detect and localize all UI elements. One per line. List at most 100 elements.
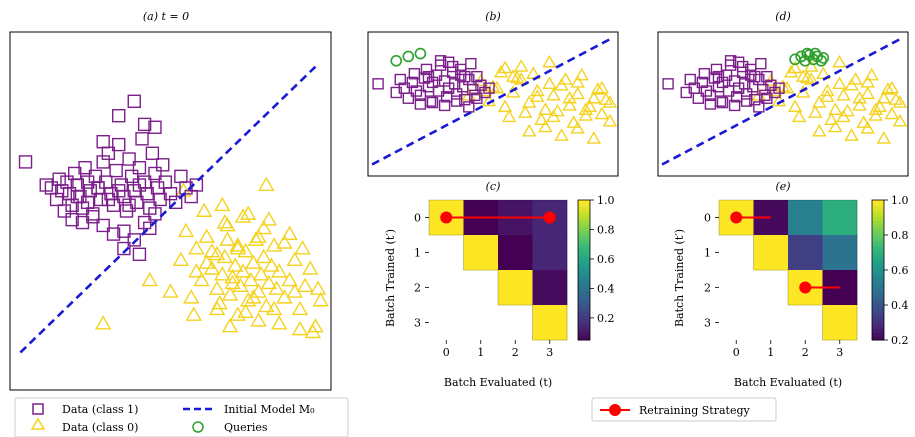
colorbar-segment: [872, 336, 884, 341]
query-point: [390, 54, 403, 67]
class0-point: [787, 99, 803, 113]
xlabel-c: Batch Evaluated (t): [444, 376, 552, 389]
class1-point: [117, 224, 131, 238]
class0-point: [501, 109, 517, 123]
class1-point: [18, 155, 33, 169]
class0-point: [570, 121, 585, 134]
legend-circle-marker: [192, 421, 204, 433]
class0-point: [188, 263, 205, 278]
class0-point: [594, 80, 610, 94]
colorbar-tick-label: 1.0: [597, 194, 615, 207]
class0-point: [141, 271, 158, 287]
class0-point: [783, 64, 799, 78]
class1-point: [465, 57, 477, 70]
y-tick-label: 0: [704, 212, 711, 225]
class0-point: [485, 79, 501, 92]
colorbar-segment: [872, 231, 884, 236]
heatmap-e: 0 1 2 3 0 1 2 3 0.2 0.4 0.6 0.8 1.0: [704, 194, 909, 359]
class0-point: [250, 283, 267, 298]
x-tick-label: 3: [546, 346, 553, 359]
class0-point: [852, 98, 867, 111]
colorbar-segment: [872, 308, 884, 313]
class1-point: [132, 247, 147, 262]
class1-point: [716, 96, 729, 109]
colorbar-segment: [578, 242, 590, 246]
colorbar-segment: [578, 287, 590, 292]
class1-point: [745, 63, 757, 76]
class0-point: [497, 60, 513, 74]
title-c: (c): [486, 180, 501, 193]
class1-point: [420, 63, 433, 76]
colorbar-segment: [578, 333, 590, 337]
colorbar-segment: [578, 245, 590, 250]
class1-point: [132, 160, 147, 175]
y-tick-label: 1: [704, 247, 711, 260]
class0-point: [312, 292, 329, 307]
class0-point: [884, 80, 900, 94]
legend-label-class0: Data (class 0): [62, 421, 138, 434]
class1-point: [712, 70, 725, 83]
class0-point: [518, 105, 533, 118]
class1-point: [434, 55, 447, 67]
class0-point: [884, 106, 900, 120]
class1-point: [106, 227, 121, 241]
decision-boundary-line: [661, 38, 901, 166]
query-point: [402, 50, 415, 63]
colorbar-segment: [872, 298, 884, 302]
heatmap-cell: [788, 200, 823, 236]
class0-point: [868, 102, 883, 115]
colorbar-segment: [872, 329, 884, 334]
colorbar-segment: [872, 238, 884, 243]
class0-point: [255, 219, 272, 235]
colorbar-segment: [872, 287, 884, 292]
colorbar-segment: [578, 319, 590, 323]
class1-point: [372, 78, 384, 90]
colorbar-segment: [578, 298, 590, 302]
class1-point: [704, 89, 717, 102]
colorbar-segment: [578, 308, 590, 313]
class0-point: [538, 119, 553, 133]
heatmap-cell: [463, 235, 499, 271]
colorbar-segment: [578, 301, 590, 306]
y-tick-label: 3: [414, 317, 421, 330]
class0-point: [237, 303, 254, 318]
colorbar-segment: [872, 273, 884, 278]
retraining-point: [440, 211, 453, 224]
class0-point: [252, 266, 270, 281]
class0-point: [864, 67, 879, 81]
class0-point: [185, 306, 203, 321]
colorbar-segment: [578, 291, 590, 295]
y-tick-label: 2: [414, 282, 421, 295]
heatmap-outline: [428, 199, 568, 341]
class1-point: [78, 160, 92, 175]
class0-point: [566, 115, 581, 128]
legend-left-box: [14, 397, 349, 437]
colorbar-segment: [872, 263, 884, 267]
class1-point: [65, 198, 79, 212]
class0-point: [852, 90, 867, 104]
class1-point: [684, 73, 696, 86]
title-d: (d): [775, 10, 791, 23]
colorbar-tick-label: 0.2: [597, 312, 615, 325]
colorbar-segment: [578, 263, 590, 267]
class0-point: [260, 211, 278, 226]
colorbar-frame: [577, 199, 591, 341]
class1-point: [96, 155, 110, 169]
heatmap-cell: [822, 200, 858, 236]
class1-point: [65, 212, 79, 227]
colorbar-segment: [578, 231, 590, 236]
class1-point: [459, 70, 471, 83]
class0-point: [258, 176, 275, 191]
class1-point: [483, 82, 495, 94]
class1-point: [463, 101, 475, 113]
heatmap-cell: [532, 235, 568, 271]
class0-point: [840, 103, 855, 117]
class1-point: [732, 56, 745, 68]
class0-point: [860, 86, 875, 100]
class0-point: [224, 274, 241, 290]
class0-point: [265, 300, 283, 316]
class0-point: [514, 59, 529, 72]
class1-point: [414, 98, 427, 110]
legend-reddot-marker: [609, 404, 621, 416]
class1-point: [724, 55, 737, 67]
